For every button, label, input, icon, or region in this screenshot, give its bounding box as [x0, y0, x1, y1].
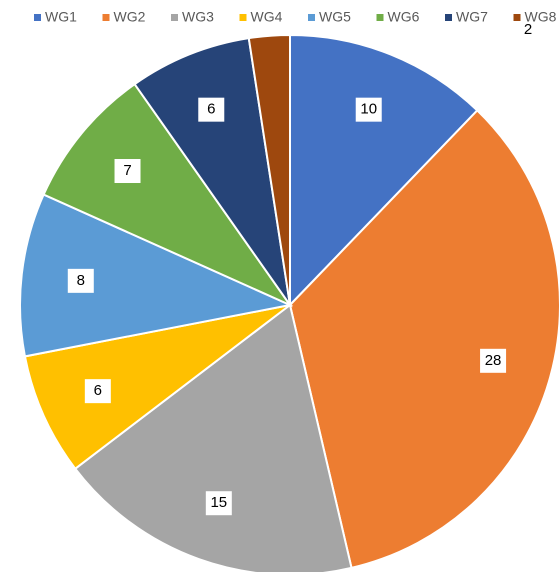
- legend-swatch: [34, 14, 41, 21]
- legend-label: WG4: [251, 9, 283, 25]
- legend-label: WG3: [182, 9, 214, 25]
- data-label: 6: [94, 382, 102, 399]
- pie-slice: [288, 109, 559, 570]
- legend-label: WG6: [388, 9, 420, 25]
- pie-slice: [19, 193, 294, 358]
- pie-slice: [133, 37, 291, 306]
- legend-swatch: [445, 14, 452, 21]
- data-label: 6: [207, 101, 215, 118]
- pie-slice: [247, 33, 291, 306]
- label-box: [205, 491, 232, 516]
- pie-slice: [73, 303, 353, 572]
- legend-swatch: [513, 14, 521, 21]
- label-box: [355, 97, 382, 122]
- legend-swatch: [308, 14, 315, 21]
- legend-label: WG5: [319, 9, 351, 25]
- data-label: 2: [524, 21, 532, 38]
- data-label: 15: [210, 494, 227, 511]
- legend-swatch: [102, 14, 110, 21]
- data-label: 8: [77, 272, 85, 289]
- label-box: [480, 348, 507, 373]
- label-box: [67, 268, 94, 293]
- legend-label: WG8: [525, 9, 557, 25]
- data-label: 28: [485, 352, 502, 369]
- label-box: [84, 379, 111, 404]
- label-box: [198, 97, 225, 122]
- pie-slice: [42, 82, 293, 308]
- data-label: 7: [123, 162, 131, 179]
- legend-label: WG1: [45, 9, 77, 25]
- legend-label: WG2: [114, 9, 146, 25]
- legend-label: WG7: [456, 9, 488, 25]
- pie-slice: [289, 33, 479, 308]
- legend-swatch: [239, 14, 247, 21]
- legend-swatch: [376, 14, 384, 21]
- data-label: 10: [360, 101, 377, 118]
- pie-slice: [23, 304, 291, 471]
- label-box: [114, 159, 141, 184]
- legend-swatch: [171, 14, 178, 21]
